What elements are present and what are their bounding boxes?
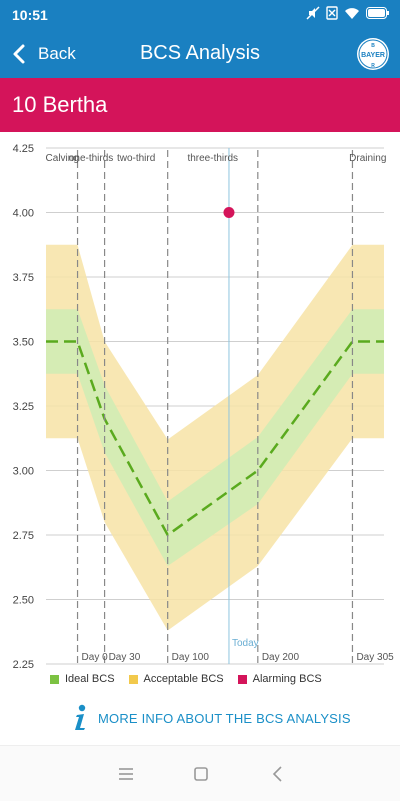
bcs-chart: Today 4.25 4.00 3.75 3.50 3.25 3.00 2.75 2.50 2.2… [13, 143, 395, 671]
legend-alarming: Alarming BCS [237, 673, 322, 685]
svg-text:B: B [371, 43, 375, 49]
legend-ideal-label: Ideal BCS [65, 673, 115, 685]
y-tick-label: 3.50 [13, 337, 34, 349]
x-tick-label: Day 100 [172, 652, 210, 663]
home-nav-icon[interactable] [191, 764, 211, 784]
y-tick-label: 2.25 [13, 659, 34, 671]
animal-header: 10 Bertha [0, 78, 400, 132]
more-info-label: MORE INFO ABOUT THE BCS ANALYSIS [98, 710, 351, 726]
legend-acceptable-label: Acceptable BCS [143, 673, 224, 685]
logo-text: BAYER [361, 52, 385, 59]
x-tick-label: Day 0 [82, 652, 109, 663]
phase-label: Calving [46, 153, 79, 164]
info-icon [75, 704, 86, 730]
x-tick-label: Day 200 [262, 652, 300, 663]
legend-ideal: Ideal BCS [50, 673, 115, 685]
animal-name: 10 Bertha [12, 92, 108, 117]
acceptable-band [46, 244, 384, 631]
status-bar: 10:51 [0, 0, 400, 30]
system-nav-bar [0, 745, 400, 801]
phase-label: Draining [349, 153, 386, 164]
today-label: Today [232, 638, 259, 649]
phase-label: two-third [117, 153, 155, 164]
battery-icon [366, 7, 389, 19]
legend-alarming-label: Alarming BCS [252, 673, 322, 685]
x-tick-label: Day 30 [109, 652, 141, 663]
y-tick-label: 3.25 [13, 401, 34, 413]
legend-ideal-swatch [50, 674, 59, 684]
back-label: Back [38, 44, 76, 63]
y-tick-label: 4.25 [13, 143, 34, 155]
y-tick-label: 3.00 [13, 466, 34, 478]
back-nav-icon[interactable] [268, 764, 288, 784]
legend-acceptable-swatch [128, 674, 138, 684]
sim-off-icon [326, 6, 338, 20]
y-tick-label: 4.00 [13, 208, 34, 220]
menu-nav-icon[interactable] [116, 764, 136, 784]
mute-icon [306, 6, 320, 20]
wifi-icon [345, 8, 359, 19]
y-tick-label: 2.50 [13, 595, 34, 607]
status-time: 10:51 [12, 7, 48, 23]
chart-legend: Ideal BCS Acceptable BCS Alarming BCS [50, 673, 322, 685]
legend-acceptable: Acceptable BCS [128, 673, 224, 685]
legend-alarming-swatch [237, 674, 247, 684]
y-tick-label: 2.75 [13, 530, 34, 542]
alarming-point [223, 207, 235, 218]
bayer-logo: BAYER B R [357, 38, 389, 70]
svg-text:R: R [371, 63, 375, 69]
phase-label: three-thirds [187, 153, 238, 164]
app-bar: Back BCS Analysis BAYER B R [0, 30, 400, 78]
page-title: BCS Analysis [139, 42, 261, 64]
chevron-left-icon [13, 44, 25, 64]
status-icons [306, 6, 390, 20]
x-tick-label: Day 305 [356, 652, 394, 663]
phase-label: one-thirds [69, 153, 113, 164]
back-button[interactable]: Back [8, 38, 76, 70]
y-tick-label: 3.75 [13, 272, 34, 284]
more-info-link[interactable]: MORE INFO ABOUT THE BCS ANALYSIS [70, 704, 351, 732]
